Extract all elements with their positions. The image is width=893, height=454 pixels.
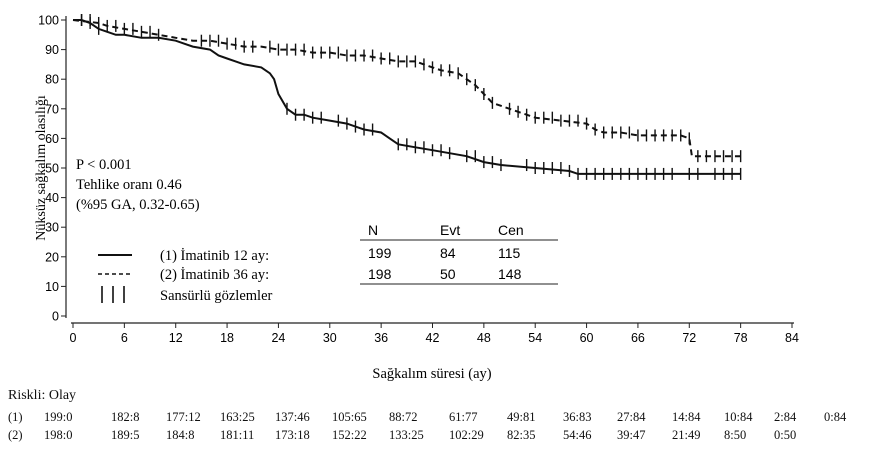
risk-value: 0:50 xyxy=(774,428,797,442)
risk-value: 36:83 xyxy=(563,410,592,424)
y-tick-label: 70 xyxy=(45,102,59,116)
risk-value: 189:5 xyxy=(111,428,140,442)
risk-value: 198:0 xyxy=(44,428,73,442)
table-cell: 115 xyxy=(498,245,521,261)
table-cell: 199 xyxy=(368,245,392,261)
risk-value: 181:11 xyxy=(220,428,255,442)
y-tick-label: 20 xyxy=(45,250,59,264)
plot-area xyxy=(72,14,742,180)
annotation-text: (%95 GA, 0.32-0.65) xyxy=(76,197,200,213)
risk-value: 82:35 xyxy=(507,428,536,442)
annotations: P < 0.001 Tehlike oranı 0.46 (%95 GA, 0.32… xyxy=(76,157,200,213)
risk-value: 173:18 xyxy=(275,428,310,442)
risk-table-title: Riskli: Olay xyxy=(8,388,77,403)
risk-value: 105:65 xyxy=(332,410,367,424)
y-tick-label: 80 xyxy=(45,73,59,87)
y-tick-label: 30 xyxy=(45,221,59,235)
risk-value: 0:84 xyxy=(824,410,847,424)
axes: 0 10 20 30 40 50 60 70 80 90 100 0 6 12 18 24 30 36 42 48 54… xyxy=(34,14,799,383)
y-tick-label: 50 xyxy=(45,162,59,176)
risk-value: 21:49 xyxy=(672,428,701,442)
risk-value: 102:29 xyxy=(449,428,484,442)
y-tick-label: 60 xyxy=(45,132,59,146)
x-tick-label: 78 xyxy=(734,331,748,345)
legend-label: (1) İmatinib 12 ay: xyxy=(160,248,269,264)
x-tick-label: 42 xyxy=(426,331,440,345)
risk-value: 54:46 xyxy=(563,428,592,442)
table-cell: 50 xyxy=(440,266,456,282)
legend-label: (2) İmatinib 36 ay: xyxy=(160,267,269,283)
table-cell: 198 xyxy=(368,266,392,282)
annotation-text: P < 0.001 xyxy=(76,157,132,173)
risk-value: 177:12 xyxy=(166,410,201,424)
risk-value: 49:81 xyxy=(507,410,536,424)
summary-table: N Evt Cen 199 84 115 198 50 148 xyxy=(360,222,558,285)
x-tick-label: 0 xyxy=(70,331,77,345)
table-cell: 84 xyxy=(440,245,456,261)
table-cell: 148 xyxy=(498,266,522,282)
risk-value: 133:25 xyxy=(389,428,424,442)
x-tick-label: 36 xyxy=(374,331,388,345)
table-header: N xyxy=(368,222,378,238)
x-tick-label: 60 xyxy=(580,331,594,345)
x-tick-label: 72 xyxy=(682,331,696,345)
risk-value: 27:84 xyxy=(617,410,646,424)
y-tick-label: 90 xyxy=(45,43,59,57)
legend: (1) İmatinib 12 ay: (2) İmatinib 36 ay: Sa… xyxy=(98,248,273,304)
table-header: Cen xyxy=(498,222,524,238)
table-header: Evt xyxy=(440,222,460,238)
x-tick-label: 6 xyxy=(121,331,128,345)
x-tick-label: 66 xyxy=(631,331,645,345)
risk-row-label: (2) xyxy=(8,428,23,442)
risk-value: 152:22 xyxy=(332,428,367,442)
km-chart: 0 10 20 30 40 50 60 70 80 90 100 0 6 12 18 24 30 36 42 48 54… xyxy=(34,14,799,383)
y-axis-label: Nüksüz sağkalım olasılığı xyxy=(34,95,49,241)
risk-value: 182:8 xyxy=(111,410,140,424)
risk-value: 137:46 xyxy=(275,410,310,424)
risk-value: 199:0 xyxy=(44,410,73,424)
legend-label: Sansürlü gözlemler xyxy=(160,288,273,304)
risk-value: 39:47 xyxy=(617,428,646,442)
annotation-text: Tehlike oranı 0.46 xyxy=(76,177,182,193)
x-tick-label: 18 xyxy=(220,331,234,345)
risk-value: 10:84 xyxy=(724,410,753,424)
risk-row-label: (1) xyxy=(8,410,23,424)
risk-value: 163:25 xyxy=(220,410,255,424)
y-tick-label: 40 xyxy=(45,191,59,205)
y-tick-label: 100 xyxy=(38,14,59,28)
risk-value: 61:77 xyxy=(449,410,478,424)
x-tick-label: 12 xyxy=(169,331,183,345)
x-tick-label: 48 xyxy=(477,331,491,345)
x-axis-label: Sağkalım süresi (ay) xyxy=(372,366,491,382)
x-tick-label: 24 xyxy=(271,331,285,345)
risk-value: 88:72 xyxy=(389,410,418,424)
y-tick-label: 10 xyxy=(45,280,59,294)
x-tick-label: 84 xyxy=(785,331,799,345)
risk-value: 14:84 xyxy=(672,410,701,424)
risk-value: 2:84 xyxy=(774,410,797,424)
y-tick-label: 0 xyxy=(52,310,59,324)
x-tick-label: 54 xyxy=(528,331,542,345)
risk-value: 8:50 xyxy=(724,428,747,442)
risk-value: 184:8 xyxy=(166,428,195,442)
x-tick-label: 30 xyxy=(323,331,337,345)
series-line-1 xyxy=(73,19,741,175)
